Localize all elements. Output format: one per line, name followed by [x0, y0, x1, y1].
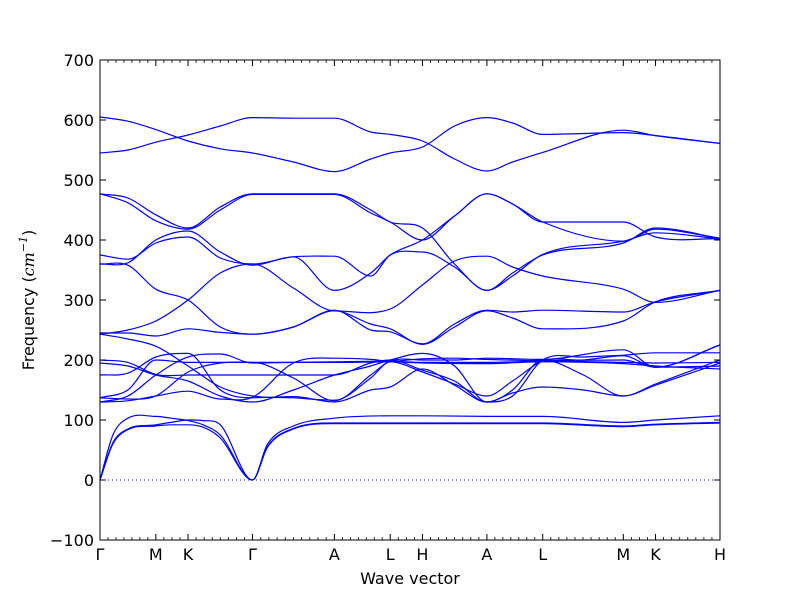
band-line-4: [99, 353, 721, 403]
band-line-12: [99, 255, 721, 335]
y-tick-label: 0: [84, 471, 94, 490]
x-tick-label: L: [386, 545, 395, 564]
band-line-1: [99, 414, 721, 481]
x-tick-label: Γ: [248, 545, 257, 564]
band-line-6: [99, 352, 721, 403]
band-line-18: [99, 193, 721, 241]
y-axis-label-unit-exponent: −1: [17, 236, 30, 252]
ticks-layer: −100 0 100 200 300 400 500 600 700 Γ M K Γ A L H A L M K H: [50, 51, 726, 564]
y-tick-label: 200: [63, 351, 94, 370]
y-tick-label: 300: [63, 291, 94, 310]
x-tick-label: A: [481, 545, 492, 564]
band-line-9: [99, 344, 721, 402]
x-tick-label: M: [616, 545, 630, 564]
y-axis-label-unit: cm: [19, 252, 38, 276]
y-tick-label: 500: [63, 171, 94, 190]
band-line-3: [99, 422, 721, 481]
x-tick-label: H: [416, 545, 428, 564]
band-line-14: [99, 262, 721, 345]
y-tick-label: 100: [63, 411, 94, 430]
x-tick-label: M: [149, 545, 163, 564]
band-line-16: [99, 193, 721, 292]
y-tick-label: −100: [50, 531, 94, 550]
axes-frame: [99, 59, 721, 541]
y-tick-label: 400: [63, 231, 94, 250]
band-line-8: [99, 352, 720, 403]
bands-layer: [99, 116, 721, 481]
band-line-20: [99, 116, 721, 173]
y-axis-label: Frequency (cm−1): [17, 230, 38, 371]
y-axis-label-open-paren: (: [19, 276, 38, 287]
y-tick-label: 700: [63, 51, 94, 70]
band-line-15: [99, 227, 721, 292]
band-line-5: [99, 359, 721, 399]
band-line-19: [99, 116, 721, 172]
y-axis-label-text: Frequency: [19, 288, 38, 371]
x-tick-label: L: [538, 545, 547, 564]
band-line-11: [99, 333, 721, 401]
x-tick-label: Γ: [96, 545, 105, 564]
x-axis-label: Wave vector: [360, 569, 460, 588]
y-tick-label: 600: [63, 111, 94, 130]
band-line-13: [99, 289, 721, 346]
x-tick-label: A: [329, 545, 340, 564]
x-tick-label: H: [714, 545, 726, 564]
x-tick-label: K: [650, 545, 661, 564]
y-axis-label-close-paren: ): [19, 230, 38, 236]
x-tick-label: K: [183, 545, 194, 564]
